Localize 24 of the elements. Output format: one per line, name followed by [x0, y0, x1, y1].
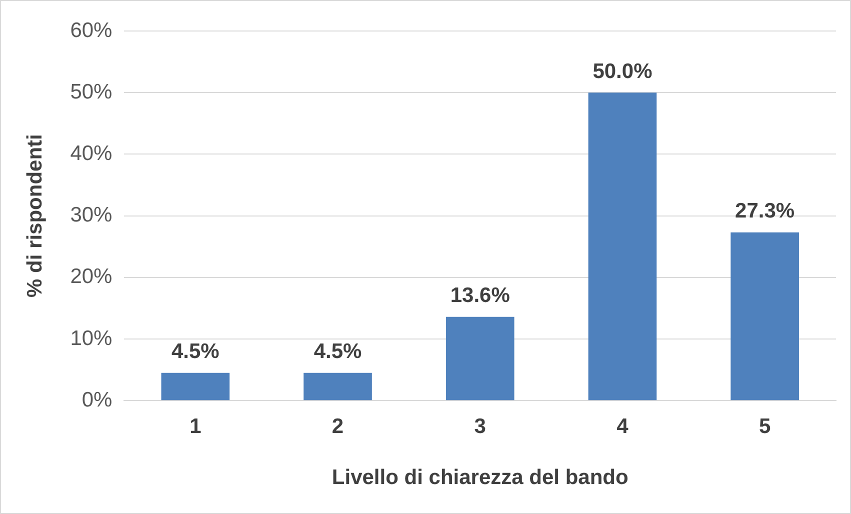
y-tick-label: 50%	[70, 80, 112, 104]
x-axis-title: Livello di chiarezza del bando	[332, 466, 628, 490]
x-tick-label: 2	[332, 414, 344, 438]
y-tick-label: 40%	[70, 142, 112, 165]
data-label: 13.6%	[450, 284, 510, 308]
bar	[588, 92, 657, 400]
y-axis-title: % di rispondenti	[23, 134, 46, 298]
y-tick-label: 30%	[70, 204, 112, 227]
y-tick-label: 20%	[70, 265, 112, 288]
y-tick-label: 0%	[82, 388, 112, 412]
data-label: 27.3%	[735, 200, 795, 223]
data-label: 50.0%	[592, 60, 653, 83]
bar	[446, 316, 514, 400]
x-tick-label: 5	[758, 414, 771, 438]
x-tick-label: 1	[190, 414, 202, 438]
data-label: 4.5%	[314, 340, 362, 364]
bar	[161, 372, 230, 400]
x-tick-label: 4	[616, 414, 629, 438]
x-tick-label: 3	[474, 414, 486, 438]
bar	[730, 232, 799, 400]
data-label: 4.5%	[171, 340, 220, 364]
y-tick-label: 60%	[70, 18, 112, 42]
y-tick-label: 10%	[70, 326, 112, 350]
bar	[304, 372, 372, 400]
